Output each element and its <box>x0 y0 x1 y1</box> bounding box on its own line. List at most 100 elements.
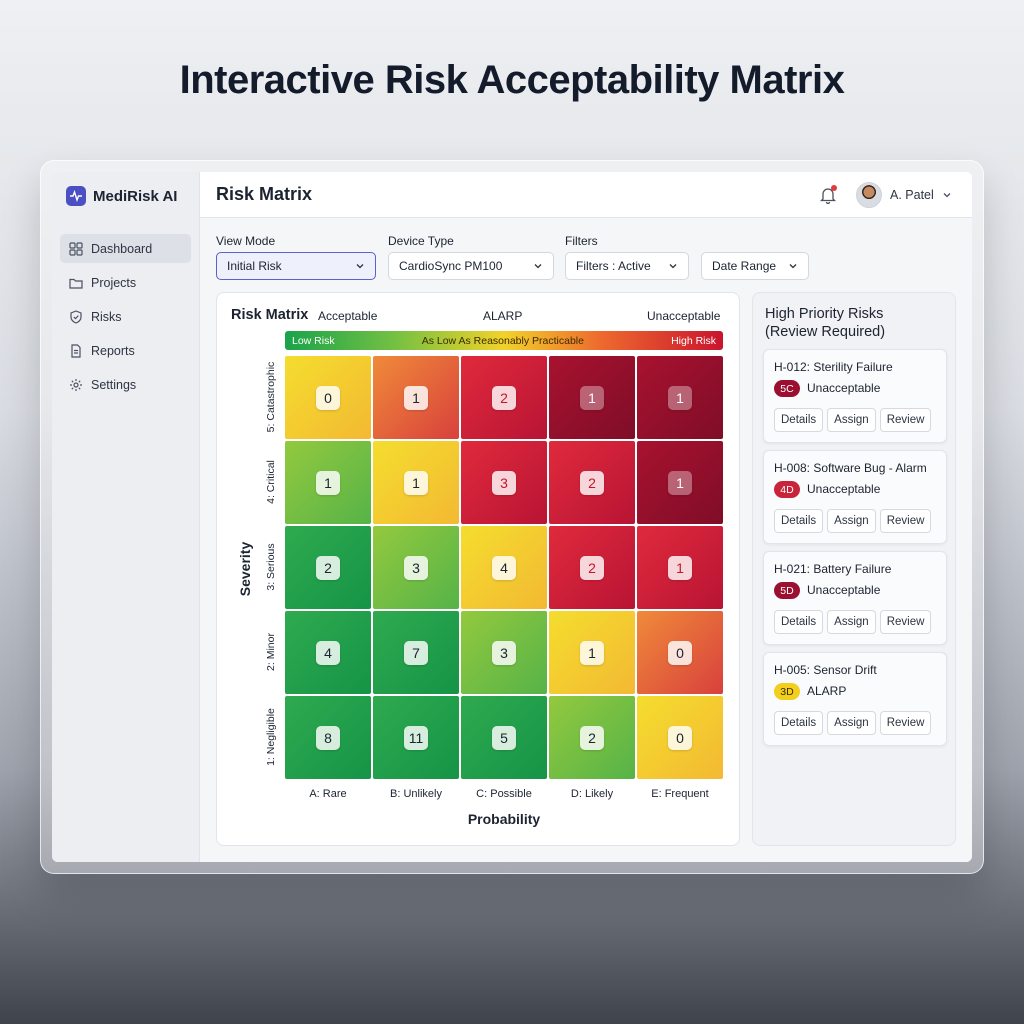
matrix-cell[interactable]: 11 <box>373 696 459 779</box>
app-window: MediRisk AI Dashboard Projects Risks <box>52 172 972 862</box>
chevron-down-icon <box>943 193 951 198</box>
risk-count-badge[interactable]: 1 <box>580 385 604 410</box>
matrix-cell[interactable]: 4 <box>461 526 547 609</box>
matrix-cell[interactable]: 1 <box>637 526 723 609</box>
notification-dot <box>831 185 837 191</box>
risk-count-badge[interactable]: 5 <box>492 725 516 750</box>
risk-count-badge[interactable]: 3 <box>492 640 516 665</box>
review-button[interactable]: Review <box>879 711 932 735</box>
risk-count-badge[interactable]: 3 <box>404 555 428 580</box>
matrix-cell[interactable]: 1 <box>637 441 723 524</box>
matrix-cell[interactable]: 7 <box>373 611 459 694</box>
matrix-cell[interactable]: 3 <box>461 441 547 524</box>
risk-count-badge[interactable]: 0 <box>668 640 692 665</box>
risk-count-badge[interactable]: 0 <box>316 385 340 410</box>
matrix-cell[interactable]: 0 <box>637 696 723 779</box>
user-menu[interactable]: A. Patel <box>856 182 952 208</box>
probability-label: D: Likely <box>570 788 614 800</box>
risk-count-badge[interactable]: 2 <box>580 470 604 495</box>
matrix-cell[interactable]: 1 <box>285 441 371 524</box>
review-button[interactable]: Review <box>879 610 932 634</box>
risk-status: Unacceptable <box>807 583 881 597</box>
matrix-cell[interactable]: 1 <box>549 611 635 694</box>
risk-count-badge[interactable]: 1 <box>404 385 428 410</box>
matrix-cell[interactable]: 3 <box>373 526 459 609</box>
sidebar-item-reports[interactable]: Reports <box>60 336 191 365</box>
matrix-cell[interactable]: 2 <box>285 526 371 609</box>
matrix-cell[interactable]: 1 <box>373 441 459 524</box>
risk-count-badge[interactable]: 1 <box>668 555 692 580</box>
review-button[interactable]: Review <box>879 408 932 432</box>
risk-code-badge: 5C <box>774 380 800 397</box>
risk-code-badge: 3D <box>774 683 800 700</box>
matrix-cell[interactable]: 2 <box>549 441 635 524</box>
brand: MediRisk AI <box>52 184 199 208</box>
notification-bell-icon[interactable] <box>818 185 838 205</box>
risk-count-badge[interactable]: 8 <box>316 725 340 750</box>
matrix-cell[interactable]: 5 <box>461 696 547 779</box>
folder-icon <box>68 275 83 290</box>
matrix-cell[interactable]: 1 <box>637 356 723 439</box>
matrix-cell[interactable]: 0 <box>637 611 723 694</box>
risk-count-badge[interactable]: 11 <box>403 725 429 750</box>
risk-card-actions: Details Assign Review <box>774 408 932 432</box>
risk-count-badge[interactable]: 0 <box>668 725 692 750</box>
chevron-down-icon <box>669 264 677 269</box>
probability-label: E: Frequent <box>651 788 709 800</box>
assign-button[interactable]: Assign <box>827 509 876 533</box>
high-priority-panel: High Priority Risks (Review Required) H-… <box>752 292 956 846</box>
review-button[interactable]: Review <box>879 509 932 533</box>
risk-count-badge[interactable]: 2 <box>580 555 604 580</box>
matrix-cell[interactable]: 2 <box>549 526 635 609</box>
risk-count-badge[interactable]: 2 <box>316 555 340 580</box>
matrix-cell[interactable]: 4 <box>285 611 371 694</box>
risk-count-badge[interactable]: 2 <box>580 725 604 750</box>
filters-select[interactable]: Filters : Active <box>565 252 689 280</box>
probability-label: A: Rare <box>309 788 347 800</box>
assign-button[interactable]: Assign <box>827 408 876 432</box>
device-type-value: CardioSync PM100 <box>399 259 503 273</box>
risk-count-badge[interactable]: 1 <box>316 470 340 495</box>
assign-button[interactable]: Assign <box>827 610 876 634</box>
matrix-cell[interactable]: 2 <box>549 696 635 779</box>
risk-count-badge[interactable]: 1 <box>668 470 692 495</box>
sidebar-item-dashboard[interactable]: Dashboard <box>60 234 191 263</box>
sidebar-item-risks[interactable]: Risks <box>60 302 191 331</box>
matrix-cell[interactable]: 8 <box>285 696 371 779</box>
main-content: Risk Matrix A. Patel View Mode Device Ty… <box>200 172 972 862</box>
assign-button[interactable]: Assign <box>827 711 876 735</box>
sidebar-item-settings[interactable]: Settings <box>60 370 191 399</box>
risk-count-badge[interactable]: 7 <box>404 640 428 665</box>
details-button[interactable]: Details <box>774 711 824 735</box>
matrix-cell[interactable]: 1 <box>373 356 459 439</box>
risk-count-badge[interactable]: 1 <box>404 470 428 495</box>
sidebar-item-projects[interactable]: Projects <box>60 268 191 297</box>
device-type-select[interactable]: CardioSync PM100 <box>388 252 554 280</box>
gear-icon <box>68 377 83 392</box>
matrix-cell[interactable]: 2 <box>461 356 547 439</box>
details-button[interactable]: Details <box>774 610 824 634</box>
chevron-down-icon <box>789 264 797 269</box>
filters-label: Filters <box>565 234 598 248</box>
risk-bar-low-label: Low Risk <box>292 334 335 347</box>
risk-count-badge[interactable]: 1 <box>668 385 692 410</box>
matrix-cell[interactable]: 1 <box>549 356 635 439</box>
risk-code-badge: 5D <box>774 582 800 599</box>
avatar <box>856 182 882 208</box>
zone-label-unacceptable: Unacceptable <box>647 309 721 323</box>
risk-count-badge[interactable]: 4 <box>316 640 340 665</box>
sidebar-item-label: Risks <box>91 309 122 324</box>
details-button[interactable]: Details <box>774 509 824 533</box>
details-button[interactable]: Details <box>774 408 824 432</box>
risk-count-badge[interactable]: 1 <box>580 640 604 665</box>
risk-count-badge[interactable]: 2 <box>492 385 516 410</box>
risk-status: ALARP <box>807 684 847 698</box>
view-mode-select[interactable]: Initial Risk <box>216 252 376 280</box>
pulse-logo-icon <box>66 186 86 206</box>
date-range-select[interactable]: Date Range <box>701 252 809 280</box>
risk-count-badge[interactable]: 4 <box>492 555 516 580</box>
matrix-cell[interactable]: 0 <box>285 356 371 439</box>
matrix-cell[interactable]: 3 <box>461 611 547 694</box>
risk-count-badge[interactable]: 3 <box>492 470 516 495</box>
risk-card-actions: Details Assign Review <box>774 711 932 735</box>
